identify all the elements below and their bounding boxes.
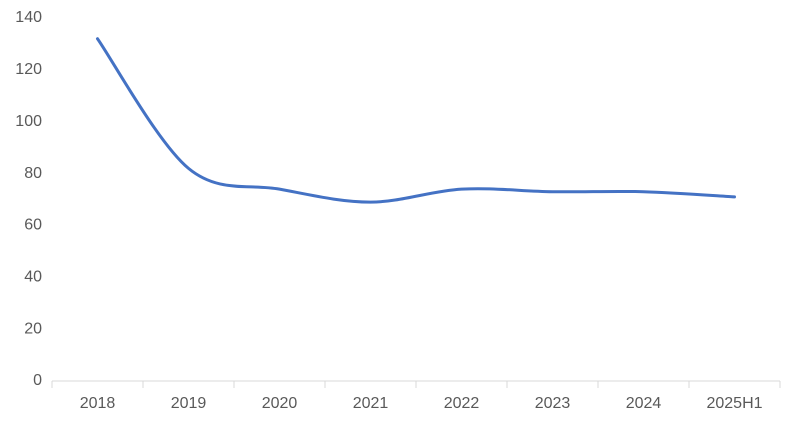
x-tick-label: 2018 (80, 395, 116, 412)
x-tick-label: 2024 (626, 395, 662, 412)
x-tick-label: 2021 (353, 395, 389, 412)
y-tick-label: 20 (24, 320, 42, 337)
y-tick-label: 0 (33, 372, 42, 389)
x-tick-label: 2022 (444, 395, 480, 412)
x-tick-label: 2025H1 (706, 395, 762, 412)
y-tick-label: 100 (15, 113, 42, 130)
y-tick-label: 40 (24, 269, 42, 286)
x-tick-label: 2020 (262, 395, 298, 412)
line (96, 37, 736, 204)
y-tick-label: 120 (15, 61, 42, 78)
y-tick-label: 80 (24, 165, 42, 182)
x-tick-label: 2019 (171, 395, 207, 412)
y-tick-label: 60 (24, 217, 42, 234)
x-tick-label: 2023 (535, 395, 571, 412)
y-tick-label: 140 (15, 9, 42, 26)
